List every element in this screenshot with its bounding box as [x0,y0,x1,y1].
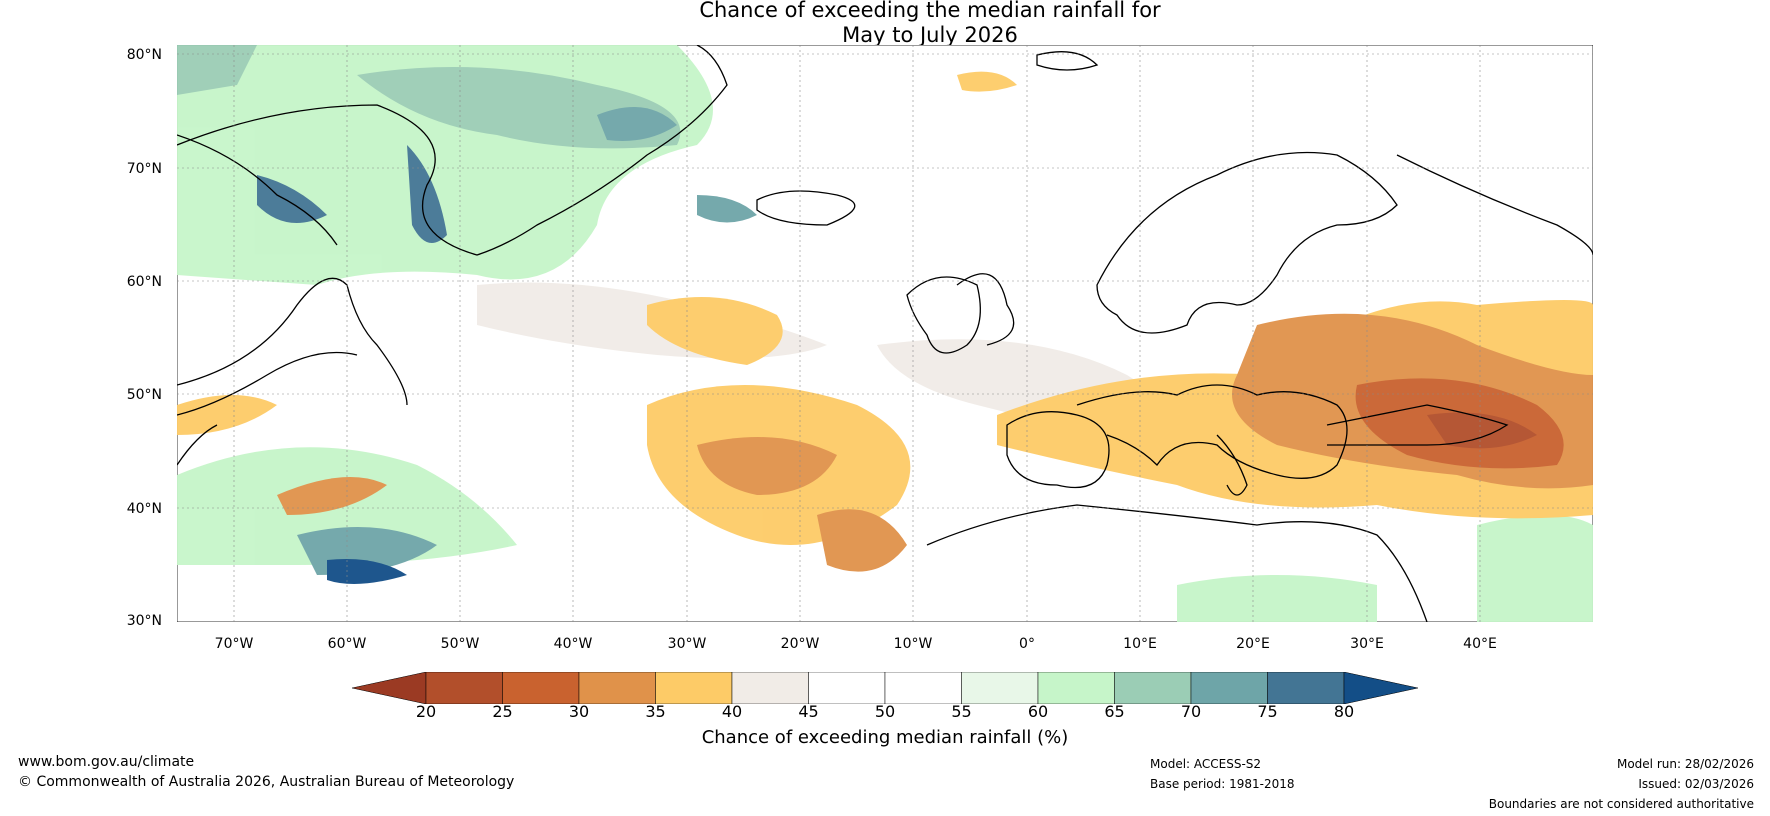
title-line-1: Chance of exceeding the median rainfall … [699,0,1161,22]
colorbar-segment [655,672,733,704]
chart-title: Chance of exceeding the median rainfall … [0,0,1770,48]
colorbar-segments [425,672,1345,704]
colorbar-tick-label: 30 [568,702,590,721]
lat-label-30n: 30°N [126,613,162,629]
colorbar-tick-label: 20 [415,702,437,721]
colorbar-tick-label: 75 [1257,702,1278,721]
lon-label-10e: 10°E [1123,636,1157,652]
lat-label-60n: 60°N [126,274,162,290]
lon-label-0: 0° [1019,636,1035,652]
copyright-text: © Commonwealth of Australia 2026, Austra… [18,774,515,790]
website-link[interactable]: www.bom.gov.au/climate [18,754,195,770]
colorbar-tick-label: 35 [645,702,666,721]
colorbar-tick-label: 25 [492,702,513,721]
lon-label-20w: 20°W [780,636,820,652]
colorbar-segment [502,672,580,704]
title-line-2: May to July 2026 [842,23,1018,47]
colorbar-segment [884,672,962,704]
base-period-text: Base period: 1981-2018 [1150,777,1295,791]
colorbar-segment [425,672,503,704]
colorbar-tick-label: 45 [798,702,819,721]
colorbar-tick-label: 70 [1180,702,1202,721]
lat-label-40n: 40°N [126,501,162,517]
colorbar-label: Chance of exceeding median rainfall (%) [701,727,1069,748]
rainfall-map[interactable] [176,44,1594,623]
probability-shading [177,45,1593,622]
colorbar-segment [731,672,809,704]
colorbar-over-arrow [1343,672,1418,704]
lon-label-60w: 60°W [327,636,367,652]
colorbar-tick-label: 40 [721,702,743,721]
colorbar-segment [1114,672,1192,704]
colorbar-tick-label: 65 [1104,702,1125,721]
colorbar-segment [1190,672,1268,704]
map-canvas [176,44,1594,623]
lat-label-70n: 70°N [126,161,162,177]
colorbar-segment [961,672,1039,704]
colorbar-tick-label: 55 [951,702,972,721]
lon-label-10w: 10°W [893,636,933,652]
lat-label-80n: 80°N [126,47,162,63]
colorbar-tick-label: 80 [1333,702,1355,721]
coastlines [176,44,1594,623]
colorbar-under-arrow [352,672,427,704]
colorbar [352,672,1418,704]
issued-text: Issued: 02/03/2026 [1638,777,1754,791]
colorbar-segment [1267,672,1345,704]
colorbar-segment [808,672,886,704]
colorbar-segment [1037,672,1115,704]
lon-label-70w: 70°W [214,636,254,652]
model-text: Model: ACCESS-S2 [1150,757,1262,771]
colorbar-tick-label: 50 [874,702,896,721]
colorbar-segment [578,672,656,704]
lon-label-20e: 20°E [1236,636,1270,652]
lat-label-50n: 50°N [126,387,162,403]
lon-label-30w: 30°W [667,636,707,652]
lon-label-30e: 30°E [1350,636,1384,652]
colorbar-tick-label: 60 [1027,702,1049,721]
model-run-text: Model run: 28/02/2026 [1616,757,1754,771]
lon-label-40e: 40°E [1463,636,1497,652]
graticule [177,45,1593,622]
disclaimer-text: Boundaries are not considered authoritat… [1488,797,1754,811]
lon-label-50w: 50°W [440,636,480,652]
lon-label-40w: 40°W [553,636,593,652]
